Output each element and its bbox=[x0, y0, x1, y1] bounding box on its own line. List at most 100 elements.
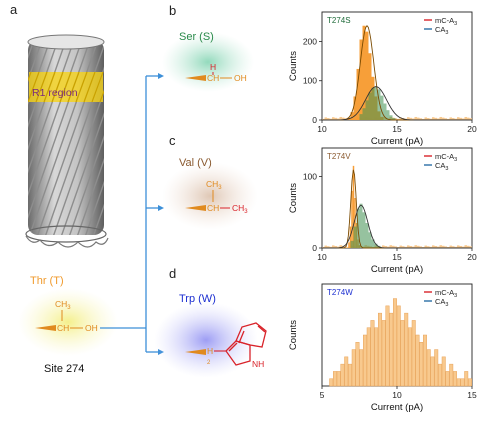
hist-bar bbox=[366, 327, 371, 387]
barrel-strand bbox=[0, 40, 18, 240]
noise-bar bbox=[329, 118, 332, 120]
chart-title: T274S bbox=[327, 16, 351, 25]
trp-structure: H 2 NH bbox=[185, 322, 267, 369]
y-axis-label: Counts bbox=[288, 51, 299, 81]
panel-letter-a: a bbox=[10, 2, 18, 17]
hist-bar bbox=[368, 232, 372, 248]
ser-label: Ser (S) bbox=[179, 31, 214, 43]
svg-text:CH3: CH3 bbox=[55, 299, 71, 311]
svg-text:OH: OH bbox=[85, 323, 98, 333]
plot-frame bbox=[321, 11, 473, 121]
x-tick-label: 15 bbox=[392, 124, 402, 134]
x-axis-label: Current (pA) bbox=[371, 264, 423, 275]
y-tick-label: 100 bbox=[303, 76, 317, 86]
nanopore-barrel bbox=[0, 34, 127, 248]
noise-bar bbox=[387, 246, 390, 248]
hist-bar bbox=[392, 118, 396, 120]
thr-structure: CH3 CH OH bbox=[35, 299, 98, 333]
noise-bar bbox=[399, 245, 402, 248]
r1-strand bbox=[0, 72, 7, 102]
noise-bar bbox=[334, 117, 337, 120]
hist-bar bbox=[359, 203, 363, 248]
barrel-strand bbox=[0, 40, 26, 240]
hist-bar bbox=[438, 363, 442, 387]
hist-bar bbox=[434, 349, 439, 387]
noise-bar bbox=[457, 117, 460, 120]
hist-bar bbox=[381, 320, 386, 387]
barrel-strand bbox=[51, 40, 104, 235]
svg-text:CH: CH bbox=[207, 73, 219, 83]
trp-label: Trp (W) bbox=[179, 293, 216, 305]
svg-text:CH3: CH3 bbox=[206, 179, 222, 191]
hist-bar bbox=[362, 25, 366, 121]
hist-bar bbox=[430, 356, 435, 387]
noise-bar bbox=[467, 117, 470, 120]
noise-bar bbox=[394, 118, 397, 120]
hist-bar bbox=[370, 320, 375, 387]
y-tick-label: 200 bbox=[303, 36, 317, 46]
r1-strand bbox=[51, 71, 64, 103]
hist-bar bbox=[359, 349, 364, 387]
hist-bar bbox=[393, 298, 397, 387]
r1-strand bbox=[28, 71, 32, 103]
noise-bar bbox=[414, 116, 417, 120]
hist-bar bbox=[389, 115, 393, 120]
noise-bar bbox=[452, 246, 455, 248]
svg-text:2: 2 bbox=[207, 360, 211, 366]
r1-strand bbox=[91, 71, 104, 103]
noise-bar bbox=[467, 245, 470, 248]
noise-bar bbox=[417, 245, 420, 248]
hist-bar bbox=[354, 198, 356, 248]
svg-text:NH: NH bbox=[252, 359, 264, 369]
noise-bar bbox=[334, 246, 337, 248]
noise-bar bbox=[422, 247, 425, 248]
noise-bar bbox=[384, 246, 387, 248]
hist-bar bbox=[371, 239, 375, 248]
hist-bar bbox=[378, 312, 382, 387]
noise-bar bbox=[442, 117, 445, 120]
hist-bar bbox=[351, 190, 353, 248]
r1-strand bbox=[116, 72, 127, 102]
thr-label: Thr (T) bbox=[30, 275, 64, 287]
hist-bar bbox=[359, 114, 363, 120]
hist-bar bbox=[380, 95, 384, 120]
barrel-strand bbox=[75, 40, 104, 235]
svg-text:OH: OH bbox=[234, 73, 247, 83]
noise-bar bbox=[447, 247, 450, 248]
noise-bar bbox=[429, 118, 432, 120]
ser-structure: H CH OH bbox=[185, 62, 247, 83]
noise-bar bbox=[459, 246, 462, 248]
y-tick-label: 0 bbox=[312, 243, 317, 253]
site-label: Site 274 bbox=[44, 363, 84, 375]
noise-bar bbox=[449, 245, 452, 248]
r1-strand bbox=[35, 71, 48, 103]
r1-region-label: R1 region bbox=[32, 87, 78, 99]
x-tick-label: 20 bbox=[467, 252, 477, 262]
hist-bar bbox=[351, 349, 356, 387]
barrel-strand bbox=[59, 40, 104, 235]
hist-bar bbox=[333, 371, 337, 387]
hist-bar bbox=[396, 305, 401, 387]
noise-bar bbox=[337, 118, 340, 120]
noise-bar bbox=[439, 116, 442, 120]
hist-bar bbox=[365, 223, 369, 248]
hist-bar bbox=[371, 87, 375, 120]
noise-bar bbox=[339, 245, 342, 248]
r1-strand bbox=[43, 71, 56, 103]
noise-bar bbox=[452, 118, 455, 120]
r1-strand bbox=[59, 71, 72, 103]
ser-glow bbox=[162, 32, 254, 92]
x-tick-label: 20 bbox=[467, 124, 477, 134]
noise-bar bbox=[322, 118, 325, 120]
noise-bar bbox=[447, 118, 450, 120]
noise-bar bbox=[419, 118, 422, 120]
noise-bar bbox=[402, 246, 405, 248]
trp-glow bbox=[154, 302, 258, 378]
svg-text:CH: CH bbox=[207, 203, 219, 213]
noise-bar bbox=[407, 245, 410, 248]
x-tick-label: 15 bbox=[392, 252, 402, 262]
hist-bar bbox=[411, 320, 416, 387]
svg-text:CH: CH bbox=[57, 323, 69, 333]
noise-bar bbox=[342, 117, 345, 120]
